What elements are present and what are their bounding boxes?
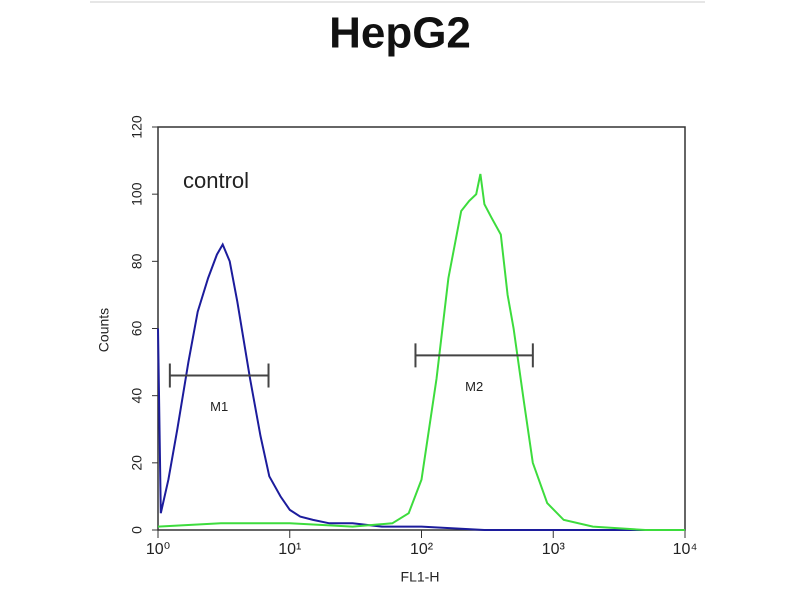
y-tick-label: 40 <box>129 388 145 404</box>
marker-label: M1 <box>210 399 228 414</box>
y-tick-label: 80 <box>129 253 145 269</box>
chart-title: HepG2 <box>329 9 471 58</box>
x-tick-label: 10² <box>410 541 434 558</box>
series-line <box>157 242 685 531</box>
y-axis-label: Counts <box>96 308 112 352</box>
x-tick-label: 10⁴ <box>673 541 698 558</box>
x-axis-label: FL1-H <box>401 569 440 585</box>
y-tick-label: 120 <box>129 115 145 139</box>
x-tick-label: 10³ <box>542 541 566 558</box>
annotation: control <box>183 168 249 193</box>
x-tick-label: 10¹ <box>278 541 301 558</box>
x-tick-label: 10⁰ <box>146 541 170 558</box>
marker-label: M2 <box>465 379 483 394</box>
y-tick-label: 0 <box>129 526 145 534</box>
y-tick-label: 20 <box>129 455 145 471</box>
series-line <box>157 173 685 531</box>
y-tick-label: 60 <box>129 321 145 337</box>
y-tick-label: 100 <box>129 182 145 206</box>
